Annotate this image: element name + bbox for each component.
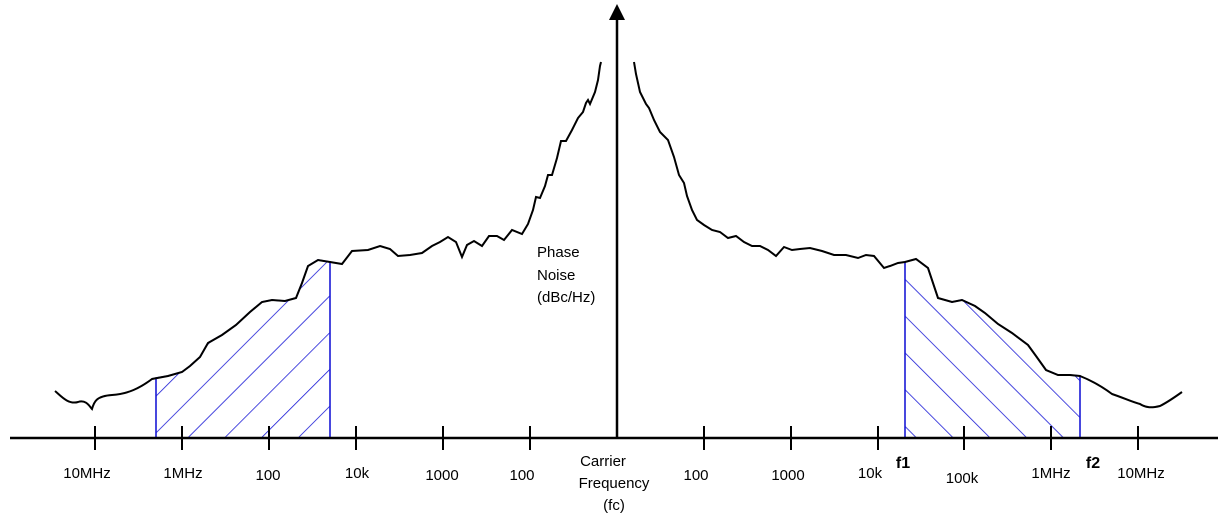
f1-marker: f1 (896, 455, 910, 472)
f2-marker: f2 (1086, 455, 1100, 472)
center-label-line2: Frequency (579, 475, 650, 492)
right-tick-label: 100k (946, 470, 979, 487)
y-axis-label-line3: (dBc/Hz) (537, 289, 595, 306)
y-axis-arrow (609, 4, 625, 20)
right-tick-label: 1000 (771, 467, 804, 484)
right-tick-label: 100 (683, 467, 708, 484)
left-tick-label: 100 (255, 467, 280, 484)
right-tick-label: 10MHz (1117, 465, 1165, 482)
left-noise-curve (54, 61, 602, 411)
left-tick-label: 1MHz (163, 465, 202, 482)
right-hatched-band (904, 258, 1081, 439)
right-noise-curve (633, 61, 1183, 409)
left-hatched-band (155, 259, 331, 439)
y-axis-label-line2: Noise (537, 267, 575, 284)
left-tick-label: 1000 (425, 467, 458, 484)
y-axis-label-line1: Phase (537, 244, 580, 261)
right-tick-label: 10k (858, 465, 883, 482)
tick-marks (94, 426, 1139, 450)
left-tick-label: 10MHz (63, 465, 111, 482)
right-tick-label: 1MHz (1031, 465, 1070, 482)
left-tick-label: 100 (509, 467, 534, 484)
center-label-line1: Carrier (580, 453, 626, 470)
left-tick-label: 10k (345, 465, 370, 482)
center-label-line3: (fc) (603, 497, 625, 514)
